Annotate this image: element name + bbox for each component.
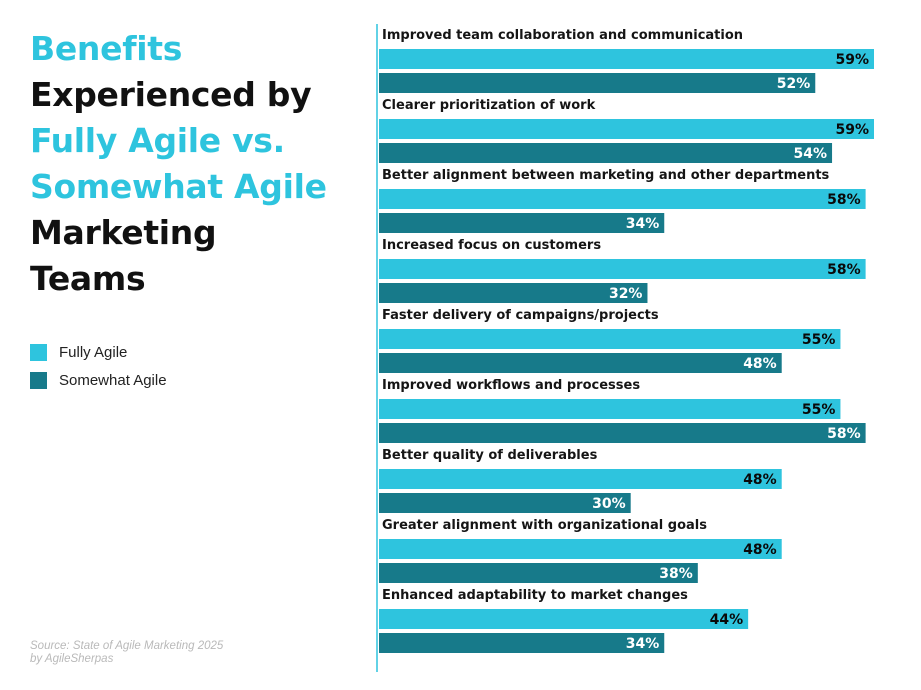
- bar-somewhat-agile: [379, 73, 816, 93]
- chart-title: Benefits Experienced by Fully Agile vs. …: [30, 26, 360, 302]
- bar-somewhat-agile: [379, 213, 665, 233]
- category-label: Greater alignment with organizational go…: [382, 518, 707, 533]
- legend-label-fully-agile: Fully Agile: [59, 343, 128, 361]
- category-label: Enhanced adaptability to market changes: [382, 588, 688, 603]
- bar-somewhat-agile: [379, 633, 665, 653]
- bar-fully-agile: [379, 469, 782, 489]
- category-label: Clearer prioritization of work: [382, 98, 596, 113]
- category-label: Increased focus on customers: [382, 238, 601, 253]
- data-label-fully-agile: 48%: [743, 542, 777, 558]
- category-label: Improved team collaboration and communic…: [382, 28, 743, 43]
- legend-item-somewhat-agile: Somewhat Agile: [30, 366, 167, 394]
- source-note: Source: State of Agile Marketing 2025 by…: [30, 640, 223, 666]
- source-line-2: by AgileSherpas: [30, 653, 114, 665]
- legend-item-fully-agile: Fully Agile: [30, 338, 167, 366]
- category-label: Improved workflows and processes: [382, 378, 640, 393]
- data-label-somewhat-agile: 48%: [743, 356, 777, 372]
- bar-fully-agile: [379, 329, 841, 349]
- data-label-fully-agile: 48%: [743, 472, 777, 488]
- legend-label-somewhat-agile: Somewhat Agile: [59, 371, 167, 389]
- data-label-fully-agile: 44%: [710, 612, 744, 628]
- category-label: Better alignment between marketing and o…: [382, 168, 830, 183]
- data-label-somewhat-agile: 34%: [626, 636, 660, 652]
- bar-somewhat-agile: [379, 353, 782, 373]
- bar-somewhat-agile: [379, 493, 631, 513]
- category-label: Faster delivery of campaigns/projects: [382, 308, 659, 323]
- data-label-somewhat-agile: 38%: [659, 566, 693, 582]
- legend-swatch-somewhat-agile: [30, 371, 47, 389]
- category-label: Better quality of deliverables: [382, 448, 598, 463]
- data-label-somewhat-agile: 30%: [592, 496, 626, 512]
- legend-swatch-fully-agile: [30, 343, 47, 361]
- title-line-1: Benefits: [30, 29, 183, 68]
- legend: Fully Agile Somewhat Agile: [30, 338, 167, 394]
- source-line-1: Source: State of Agile Marketing 2025: [30, 640, 224, 652]
- data-label-fully-agile: 55%: [802, 332, 836, 348]
- data-label-fully-agile: 59%: [835, 52, 869, 68]
- data-label-fully-agile: 59%: [835, 122, 869, 138]
- title-line-4: Somewhat Agile: [30, 167, 327, 206]
- title-line-2: Experienced by: [30, 75, 312, 114]
- data-label-somewhat-agile: 32%: [609, 286, 643, 302]
- data-label-fully-agile: 58%: [827, 262, 861, 278]
- bar-somewhat-agile: [379, 563, 698, 583]
- bar-fully-agile: [379, 119, 874, 139]
- bar-somewhat-agile: [379, 423, 866, 443]
- title-line-3: Fully Agile vs.: [30, 121, 285, 160]
- bar-fully-agile: [379, 399, 841, 419]
- data-label-fully-agile: 58%: [827, 192, 861, 208]
- data-label-somewhat-agile: 52%: [777, 76, 811, 92]
- bar-fully-agile: [379, 259, 866, 279]
- data-label-somewhat-agile: 54%: [794, 146, 828, 162]
- data-label-somewhat-agile: 58%: [827, 426, 861, 442]
- bar-somewhat-agile: [379, 283, 648, 303]
- data-label-fully-agile: 55%: [802, 402, 836, 418]
- bar-fully-agile: [379, 539, 782, 559]
- bar-fully-agile: [379, 49, 874, 69]
- title-line-6: Teams: [30, 259, 146, 298]
- data-label-somewhat-agile: 34%: [626, 216, 660, 232]
- bar-fully-agile: [379, 609, 749, 629]
- title-line-5: Marketing: [30, 213, 217, 252]
- bar-somewhat-agile: [379, 143, 833, 163]
- bar-fully-agile: [379, 189, 866, 209]
